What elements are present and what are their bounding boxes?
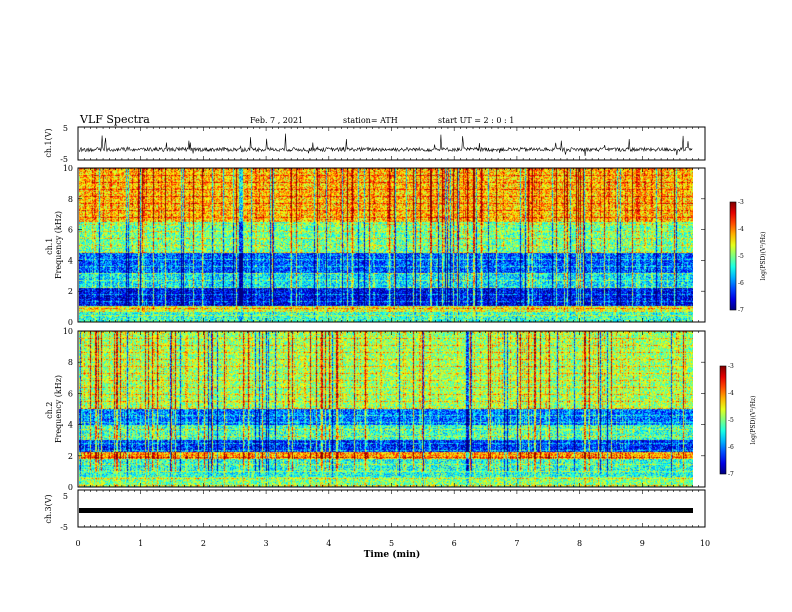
colorbar-tick-label: -6 (738, 280, 744, 287)
x-tick-label: 6 (452, 539, 457, 548)
ch1-waveform-panel: 5 -5 ch.1(V) (44, 124, 706, 164)
x-tick-label: 3 (264, 539, 269, 548)
y-tick-label: 2 (68, 452, 73, 461)
ch2-colorbar-gradient (720, 366, 726, 474)
y-tick-label: 10 (63, 164, 73, 173)
ch2-spectrogram-panel: 0 2 4 6 8 10 ch.2 Frequency (kHz) (45, 327, 706, 492)
ch1-waveform-line (78, 133, 693, 157)
ch2-spectrogram-image (79, 331, 693, 487)
ch1-spectrogram-panel: 0 2 4 6 8 10 ch.1 Frequency (kHz) (45, 164, 706, 327)
x-tick-marks (77, 127, 706, 527)
x-tick-label: 0 (75, 539, 80, 548)
y-tick-label: 8 (68, 358, 73, 367)
y-tick-label: 6 (68, 226, 73, 235)
ch2-colorbar-ticks: -3 -4 -5 -6 -7 (728, 363, 734, 478)
ch3-waveform-panel: 5 -5 ch.3(V) (44, 489, 706, 532)
ch3-ytick-bottom: -5 (60, 523, 68, 532)
colorbar-tick-label: -3 (738, 199, 744, 206)
x-tick-label: 8 (577, 539, 582, 548)
ch2-colorbar: -3 -4 -5 -6 -7 log(PSD)(V²/Hz) (719, 363, 757, 478)
colorbar-tick-label: -7 (738, 307, 744, 314)
y-tick-label: 2 (68, 287, 73, 296)
ch1-ytick-bottom: -5 (60, 155, 68, 164)
ch1-colorbar-gradient (730, 202, 736, 310)
ch1-spectrogram-yticks: 0 2 4 6 8 10 (63, 164, 705, 327)
x-tick-label: 7 (514, 539, 519, 548)
y-tick-label: 6 (68, 389, 73, 398)
x-tick-label: 2 (201, 539, 206, 548)
colorbar-tick-label: -5 (738, 253, 744, 260)
ch1-spectrogram-ylabel: ch.1 Frequency (kHz) (45, 211, 63, 279)
ch1-colorbar: -3 -4 -5 -6 -7 log(PSD)(V²/Hz) (729, 199, 767, 314)
ch1-ylabel: ch.1(V) (44, 128, 53, 157)
y-tick-label: 8 (68, 195, 73, 204)
x-tick-label: 5 (389, 539, 394, 548)
date-label: Feb. 7 , 2021 (250, 116, 303, 125)
x-tick-label: 1 (138, 539, 143, 548)
y-tick-label: 4 (68, 256, 73, 265)
ch2-colorbar-frame (719, 365, 727, 475)
ch2-spectrogram-yticks: 0 2 4 6 8 10 (63, 327, 705, 492)
start-time-label: start UT = 2 : 0 : 1 (438, 116, 514, 125)
x-tick-labels: 0 1 2 3 4 5 6 7 8 9 10 (75, 539, 710, 548)
ch3-waveform-band (79, 508, 693, 513)
ch1-waveform-frame (77, 126, 706, 161)
ch1-colorbar-label: log(PSD)(V²/Hz) (760, 232, 767, 281)
ch3-ytick-top: 5 (63, 492, 68, 501)
colorbar-tick-label: -6 (728, 444, 734, 451)
figure-title: VLF Spectra (79, 113, 150, 126)
colorbar-tick-label: -3 (728, 363, 734, 370)
ch2-colorbar-label: log(PSD)(V²/Hz) (750, 396, 757, 445)
y-tick-label: 0 (68, 483, 73, 492)
colorbar-tick-label: -5 (728, 417, 734, 424)
ch2-spectrogram-ylabel: ch.2 Frequency (kHz) (45, 375, 63, 443)
colorbar-tick-label: -4 (738, 226, 744, 233)
x-axis-label: Time (min) (364, 549, 421, 560)
ch1-colorbar-ticks: -3 -4 -5 -6 -7 (738, 199, 744, 314)
y-tick-label: 0 (68, 318, 73, 327)
y-tick-label: 4 (68, 421, 73, 430)
ch1-colorbar-frame (729, 201, 737, 311)
y-tick-label: 10 (63, 327, 73, 336)
ch1-ytick-top: 5 (63, 124, 68, 133)
station-label: station= ATH (343, 116, 398, 125)
x-tick-label: 4 (326, 539, 331, 548)
colorbar-tick-label: -4 (728, 390, 734, 397)
ch3-ylabel: ch.3(V) (44, 494, 53, 523)
ch1-spectrogram-image (79, 168, 693, 322)
x-tick-label: 10 (700, 539, 710, 548)
x-tick-label: 9 (640, 539, 645, 548)
colorbar-tick-label: -7 (728, 471, 734, 478)
